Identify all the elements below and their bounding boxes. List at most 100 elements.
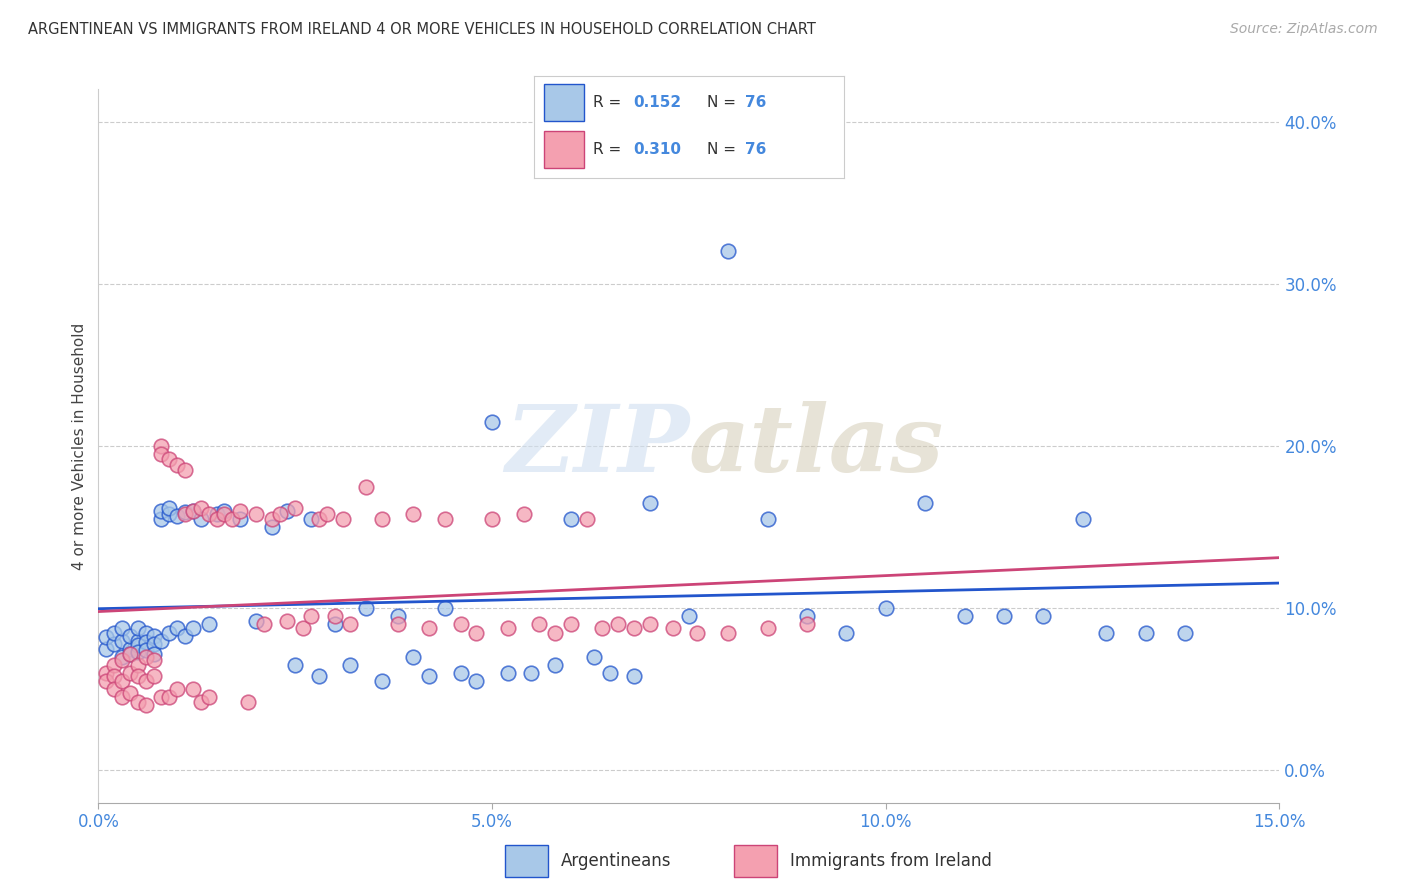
Point	[560, 617, 582, 632]
Point	[292, 621, 315, 635]
Point	[150, 512, 173, 526]
Point	[135, 698, 157, 713]
Point	[450, 666, 472, 681]
Point	[181, 682, 204, 697]
Point	[623, 669, 645, 683]
Point	[127, 657, 149, 672]
Point	[481, 512, 503, 526]
Point	[323, 609, 346, 624]
Point	[236, 695, 259, 709]
Point	[418, 621, 440, 635]
Point	[142, 637, 165, 651]
Point	[142, 653, 165, 667]
Point	[190, 695, 212, 709]
Point	[284, 657, 307, 672]
Point	[433, 512, 456, 526]
Point	[623, 621, 645, 635]
Point	[96, 674, 118, 689]
Point	[717, 625, 740, 640]
Text: 76: 76	[745, 142, 766, 157]
Point	[607, 617, 630, 632]
Point	[520, 666, 543, 681]
Text: 0.310: 0.310	[633, 142, 682, 157]
Point	[96, 641, 118, 656]
Point	[583, 649, 606, 664]
Point	[190, 500, 212, 515]
Point	[544, 625, 567, 640]
Text: ZIP: ZIP	[505, 401, 689, 491]
Point	[103, 625, 125, 640]
Point	[1135, 625, 1157, 640]
Point	[118, 629, 141, 643]
Point	[465, 674, 488, 689]
Point	[323, 617, 346, 632]
Point	[245, 614, 267, 628]
Point	[111, 690, 134, 705]
Point	[560, 512, 582, 526]
Point	[315, 507, 337, 521]
Text: R =: R =	[593, 142, 626, 157]
Point	[135, 649, 157, 664]
Text: N =: N =	[707, 142, 741, 157]
Point	[181, 621, 204, 635]
Point	[269, 507, 291, 521]
Point	[166, 458, 188, 473]
Point	[111, 653, 134, 667]
Point	[205, 507, 228, 521]
Text: Immigrants from Ireland: Immigrants from Ireland	[790, 852, 991, 870]
Point	[190, 512, 212, 526]
Point	[299, 609, 322, 624]
Point	[756, 512, 779, 526]
Point	[174, 506, 197, 520]
Point	[111, 674, 134, 689]
Point	[118, 685, 141, 699]
Point	[103, 669, 125, 683]
Point	[205, 512, 228, 526]
Point	[387, 617, 409, 632]
Point	[127, 621, 149, 635]
Point	[308, 669, 330, 683]
Point	[103, 682, 125, 697]
Point	[678, 609, 700, 624]
Point	[599, 666, 621, 681]
Point	[465, 625, 488, 640]
Point	[197, 507, 219, 521]
Point	[229, 512, 252, 526]
Text: Source: ZipAtlas.com: Source: ZipAtlas.com	[1230, 22, 1378, 37]
Point	[166, 508, 188, 523]
Point	[402, 507, 425, 521]
Point	[299, 512, 322, 526]
Point	[142, 669, 165, 683]
Point	[197, 690, 219, 705]
Point	[450, 617, 472, 632]
Point	[796, 617, 818, 632]
Point	[529, 617, 551, 632]
Point	[157, 452, 180, 467]
Point	[157, 507, 180, 521]
Point	[339, 657, 361, 672]
Point	[127, 639, 149, 653]
Point	[662, 621, 685, 635]
Point	[150, 690, 173, 705]
Point	[433, 601, 456, 615]
Point	[135, 643, 157, 657]
Point	[174, 463, 197, 477]
Point	[512, 507, 534, 521]
Point	[591, 621, 613, 635]
Point	[157, 625, 180, 640]
Point	[402, 649, 425, 664]
Point	[308, 512, 330, 526]
Text: R =: R =	[593, 95, 626, 110]
Point	[875, 601, 897, 615]
Point	[197, 617, 219, 632]
Point	[157, 500, 180, 515]
Bar	[544, 131, 583, 168]
Point	[496, 621, 519, 635]
Point	[835, 625, 858, 640]
Point	[166, 682, 188, 697]
Point	[111, 621, 134, 635]
Point	[181, 504, 204, 518]
Point	[96, 631, 118, 645]
Point	[229, 504, 252, 518]
Bar	[505, 845, 548, 877]
